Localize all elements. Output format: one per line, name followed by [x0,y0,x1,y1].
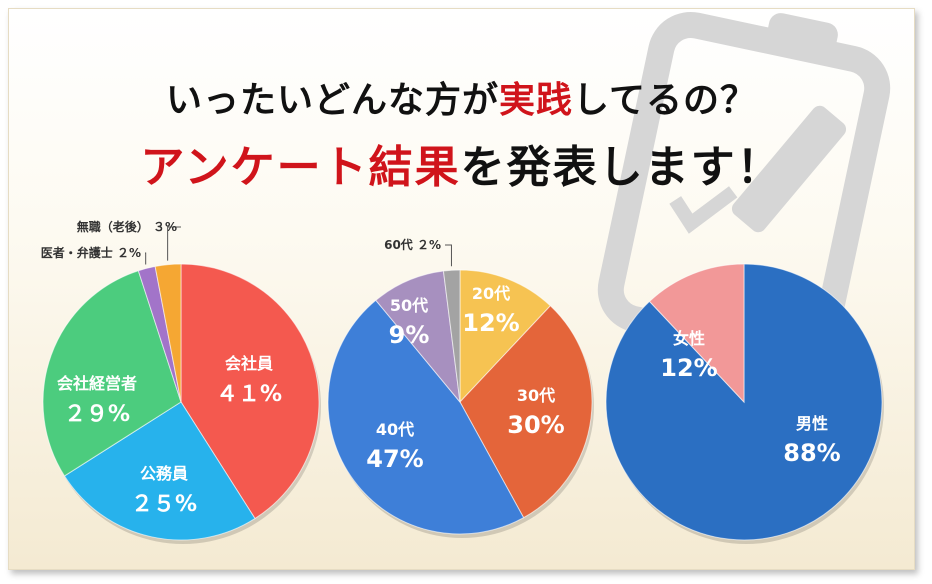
slice-value-label: ２５% [131,492,197,517]
heading-line-1-pre: いったいどんな方が [166,80,500,121]
pie-slice [327,299,525,535]
heading-line-1-post: してるの？ [573,80,757,121]
slice-label: 50代 [390,296,428,315]
pie-slice [459,305,593,519]
slice-label: 20代 [472,284,510,303]
callout-line [167,226,181,261]
pie-slice [459,269,552,404]
slice-label: 男性 [796,414,828,433]
slice-label: 30代 [517,386,555,405]
slice-value-label: 47% [366,445,423,473]
slice-value-label: 88% [783,439,840,467]
slice-value-label: ４１% [216,382,282,407]
pie-slice [42,270,182,477]
pie-charts: 会社員 ４１% 公務員 ２５% 会社経営者 ２９% 医者・弁護士 ２% 無職（老後） ３% 20… [41,219,884,544]
heading-line-2-accent: アンケート結果 [140,142,461,193]
callout-line [445,244,452,267]
slice-callout-label: 無職（老後） ３% [77,219,177,234]
slice-callout-label: 60代 ２% [384,237,441,252]
pie-chart-1: 会社員 ４１% 公務員 ２５% 会社経営者 ２９% 医者・弁護士 ２% 無職（老後） ３% [41,219,321,544]
slice-value-label: ２９% [64,402,130,427]
heading-line-2-post: を発表します！ [460,142,783,193]
pie-slice [63,401,256,541]
slice-label: 会社員 [225,354,273,373]
slice-value-label: 12% [462,309,519,337]
pie-slice [648,263,745,404]
pie-chart-3: 男性 88% 女性 12% [605,263,884,544]
slice-value-label: 9% [389,321,430,349]
slice-label: 公務員 [140,464,188,483]
pie-chart-2: 20代 12% 30代 30% 40代 47% 50代 9% 60代 ２% [327,237,594,538]
pie-slice [154,263,182,403]
slice-label: 会社経営者 [57,374,137,393]
pie-slice [442,269,461,403]
heading-line-2: アンケート結果を発表します！ [9,131,914,195]
slice-value-label: 12% [660,354,717,382]
heading-line-1-accent: 実践 [499,80,574,121]
survey-card: いったいどんな方が実践してるの？ アンケート結果を発表します！ 会社員 ４１% 公務… [8,8,915,570]
slice-callout-label: 医者・弁護士 ２% [41,245,141,260]
slice-label: 女性 [673,329,705,348]
slice-label: 40代 [376,420,414,439]
pie-slice [180,263,320,520]
callout-line [145,252,147,265]
heading-line-1: いったいどんな方が実践してるの？ [9,71,914,123]
slice-value-label: 30% [507,411,564,439]
